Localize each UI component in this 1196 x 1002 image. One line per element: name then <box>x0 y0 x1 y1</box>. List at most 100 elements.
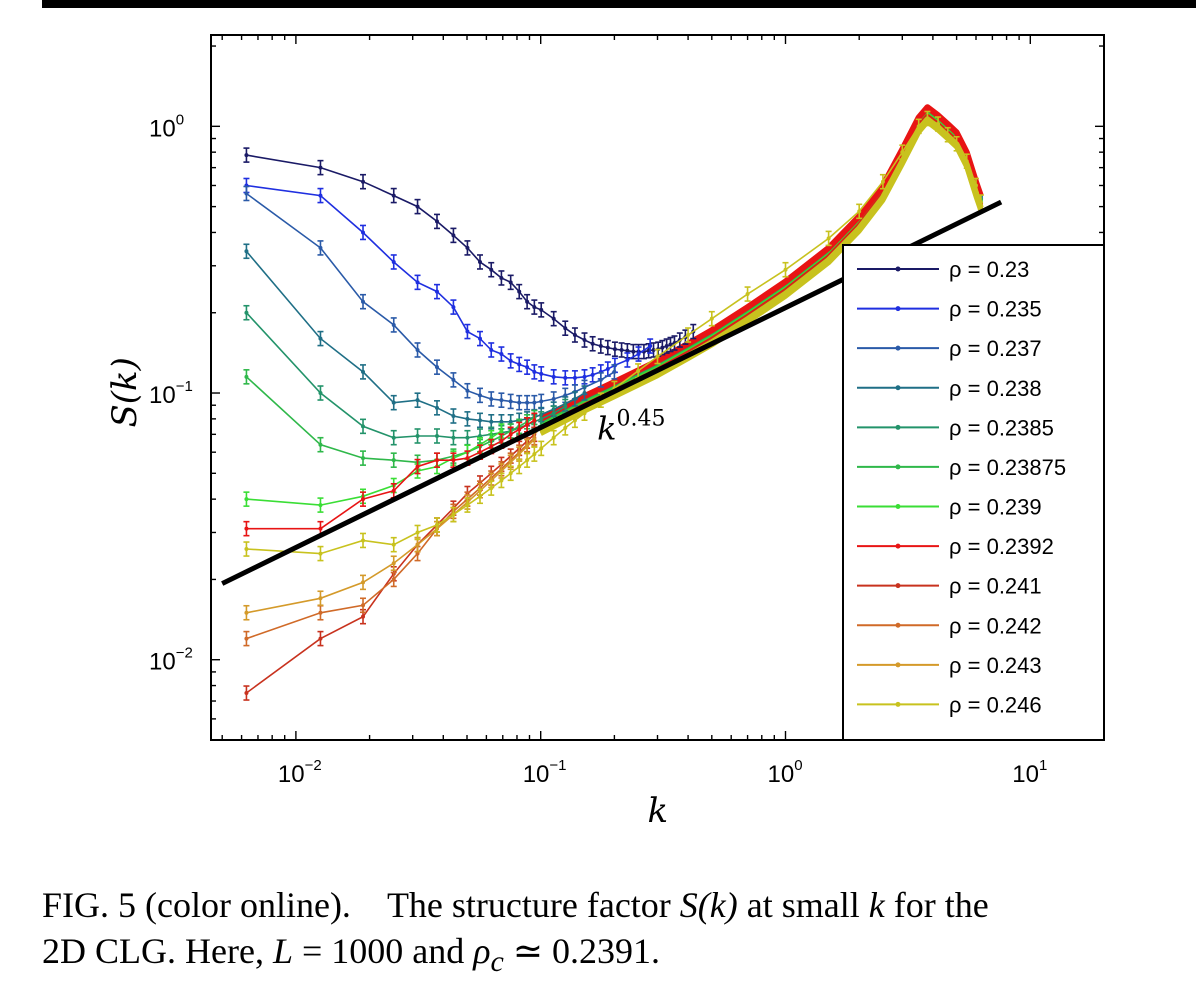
data-point <box>391 561 396 566</box>
data-point <box>415 464 420 469</box>
data-point <box>499 469 504 474</box>
data-point <box>551 435 556 440</box>
data-point <box>451 377 456 382</box>
data-point <box>563 425 568 430</box>
data-point <box>532 437 537 442</box>
data-point <box>508 280 513 285</box>
data-point <box>434 219 439 224</box>
y-tick-base: 10 <box>149 382 176 409</box>
data-point <box>532 452 537 457</box>
x-tick-exponent: 1 <box>1039 757 1047 774</box>
data-point <box>318 636 323 641</box>
data-point <box>434 405 439 410</box>
x-tick-label-1: 10−2 <box>278 757 322 788</box>
data-point <box>973 183 978 188</box>
data-point <box>539 399 544 404</box>
data-point <box>551 316 556 321</box>
data-point <box>244 636 249 641</box>
legend-marker-10 <box>895 622 901 628</box>
caption-math-L: L <box>272 931 293 971</box>
data-point <box>465 435 470 440</box>
data-point <box>434 289 439 294</box>
data-point <box>477 259 482 264</box>
data-point <box>318 596 323 601</box>
x-tick-base: 10 <box>278 761 305 788</box>
data-point <box>590 341 595 346</box>
legend-label-4: ρ = 0.238 <box>949 376 1042 401</box>
annotation-label: k0.45 <box>597 406 665 447</box>
data-point <box>572 418 577 423</box>
data-point <box>451 414 456 419</box>
data-point <box>612 369 617 374</box>
x-tick-base: 10 <box>523 761 550 788</box>
data-point <box>598 344 603 349</box>
caption-label: FIG. 5 (color online). <box>42 885 351 925</box>
legend-label-9: ρ = 0.241 <box>949 574 1042 599</box>
data-point <box>451 233 456 238</box>
legend-label-6: ρ = 0.23875 <box>949 455 1066 480</box>
data-point <box>318 336 323 341</box>
data-point <box>361 497 366 502</box>
data-point <box>415 530 420 535</box>
data-point <box>826 236 831 241</box>
data-point <box>517 362 522 367</box>
data-point <box>880 179 885 184</box>
data-point <box>318 503 323 508</box>
data-point <box>572 333 577 338</box>
data-point <box>415 280 420 285</box>
caption-text-3: for the <box>884 885 989 925</box>
data-point <box>525 365 530 370</box>
data-point <box>318 165 323 170</box>
data-point <box>415 347 420 352</box>
data-point <box>709 316 714 321</box>
data-point <box>361 614 366 619</box>
data-point <box>572 375 577 380</box>
data-point <box>900 150 905 155</box>
data-point <box>525 422 530 427</box>
data-point <box>489 267 494 272</box>
y-tick-label-3: 100 <box>149 111 184 142</box>
data-point <box>391 488 396 493</box>
data-point <box>954 141 959 146</box>
legend-marker-3 <box>895 345 901 351</box>
data-point <box>660 345 665 350</box>
legend-marker-2 <box>895 306 901 312</box>
data-point <box>451 458 456 463</box>
data-point <box>572 396 577 401</box>
series-2 <box>243 177 654 386</box>
x-tick-label-2: 10−1 <box>523 757 567 788</box>
data-point <box>563 404 568 409</box>
data-point <box>489 396 494 401</box>
data-point <box>539 307 544 312</box>
data-point <box>745 292 750 297</box>
data-point <box>465 456 470 461</box>
data-point <box>551 374 556 379</box>
caption-math-k: k <box>868 885 885 925</box>
caption-math-rho: ρ <box>473 931 491 971</box>
legend-label-2: ρ = 0.235 <box>949 297 1042 322</box>
x-tick-label-4: 101 <box>1012 757 1047 788</box>
data-point <box>508 432 513 437</box>
data-point <box>664 344 669 349</box>
caption-text-1: The structure factor <box>386 885 680 925</box>
x-tick-label-3: 100 <box>768 757 803 788</box>
data-point <box>532 400 537 405</box>
series-9 <box>243 426 538 701</box>
data-point <box>508 399 513 404</box>
annotation-base: k <box>597 409 616 447</box>
data-point <box>508 419 513 424</box>
data-point <box>668 342 673 347</box>
legend-marker-9 <box>895 583 901 589</box>
legend-marker-11 <box>895 662 901 668</box>
data-point <box>499 478 504 483</box>
data-point <box>465 329 470 334</box>
data-point <box>451 512 456 517</box>
data-point <box>517 427 522 432</box>
data-point <box>415 204 420 209</box>
legend-label-12: ρ = 0.246 <box>949 692 1042 717</box>
data-point <box>945 132 950 137</box>
data-point <box>361 603 366 608</box>
data-point <box>936 122 941 127</box>
data-point <box>499 419 504 424</box>
data-point <box>563 375 568 380</box>
